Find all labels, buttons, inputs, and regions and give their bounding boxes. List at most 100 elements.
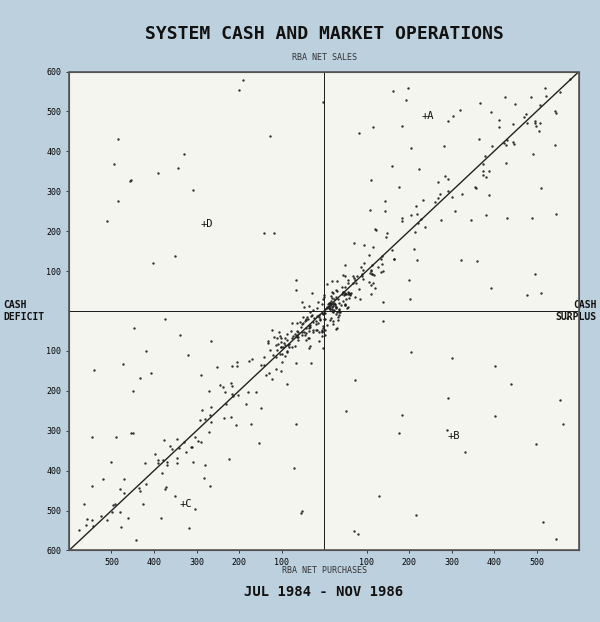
Point (138, 499, 148, 509)
Point (268, 325, 277, 335)
Point (357, 271, 367, 281)
Point (200, 460, 210, 470)
Text: +B: +B (447, 430, 460, 441)
Point (113, 134, 123, 144)
Point (335, 307, 344, 317)
Point (188, 457, 198, 466)
Point (388, 86, 397, 96)
Point (319, 309, 328, 318)
Point (300, 316, 310, 326)
Point (259, 360, 269, 370)
Point (531, 121, 541, 131)
Point (334, 299, 344, 309)
Point (326, 299, 336, 309)
Point (319, 314, 328, 324)
Point (491, 411, 500, 421)
Point (181, 447, 191, 457)
Point (551, 140, 560, 150)
Point (119, 488, 128, 498)
Point (326, 299, 335, 309)
Point (129, 323, 139, 333)
Point (274, 339, 283, 349)
Point (328, 307, 337, 317)
Point (378, 266, 388, 276)
Point (358, 274, 368, 284)
Point (527, 213, 536, 223)
Point (328, 319, 338, 329)
Point (301, 330, 310, 340)
Point (325, 301, 335, 311)
Point (327, 307, 337, 317)
Point (359, 258, 369, 267)
Point (502, 136, 512, 146)
Point (160, 435, 169, 445)
Point (334, 305, 344, 315)
Point (329, 305, 339, 315)
Point (460, 447, 470, 457)
Point (366, 289, 376, 299)
Point (297, 319, 307, 329)
Point (355, 284, 364, 294)
Point (283, 340, 293, 350)
Point (509, 139, 519, 149)
Point (319, 323, 328, 333)
Point (308, 305, 317, 315)
Point (326, 313, 336, 323)
Point (327, 287, 337, 297)
Point (353, 529, 363, 539)
Text: SYSTEM CASH AND MARKET OPERATIONS: SYSTEM CASH AND MARKET OPERATIONS (145, 26, 503, 43)
Point (304, 301, 313, 311)
Point (227, 412, 236, 422)
Point (338, 287, 347, 297)
Point (368, 278, 378, 288)
Point (118, 359, 127, 369)
Point (311, 325, 321, 335)
Point (333, 315, 343, 325)
Point (327, 304, 337, 313)
Point (293, 332, 302, 342)
Point (420, 222, 430, 232)
Point (436, 215, 446, 225)
Point (128, 428, 138, 438)
Point (352, 271, 362, 281)
Point (443, 186, 453, 196)
Point (558, 419, 568, 429)
Point (334, 312, 343, 322)
Point (340, 289, 350, 299)
Point (374, 491, 383, 501)
Point (325, 315, 335, 325)
Point (331, 300, 340, 310)
Point (341, 282, 350, 292)
Point (466, 215, 476, 225)
Point (206, 402, 216, 412)
Point (478, 170, 487, 180)
Point (298, 318, 308, 328)
Point (88, 521, 98, 531)
Point (331, 299, 340, 309)
Point (328, 307, 337, 317)
Point (204, 427, 214, 437)
Point (204, 386, 214, 396)
Point (292, 332, 302, 341)
Point (287, 326, 296, 336)
Point (320, 304, 329, 313)
Point (280, 333, 290, 343)
Point (200, 414, 209, 424)
Point (317, 332, 326, 341)
Point (317, 299, 326, 309)
Point (435, 189, 445, 199)
Point (268, 350, 278, 360)
Point (481, 172, 491, 182)
Point (128, 386, 138, 396)
Point (307, 311, 316, 321)
Point (343, 302, 353, 312)
Point (324, 303, 334, 313)
Point (341, 299, 350, 309)
Point (311, 317, 321, 327)
Point (173, 164, 182, 174)
Point (288, 331, 298, 341)
Point (186, 442, 196, 452)
Point (271, 340, 281, 350)
Point (329, 315, 338, 325)
Point (304, 314, 313, 324)
